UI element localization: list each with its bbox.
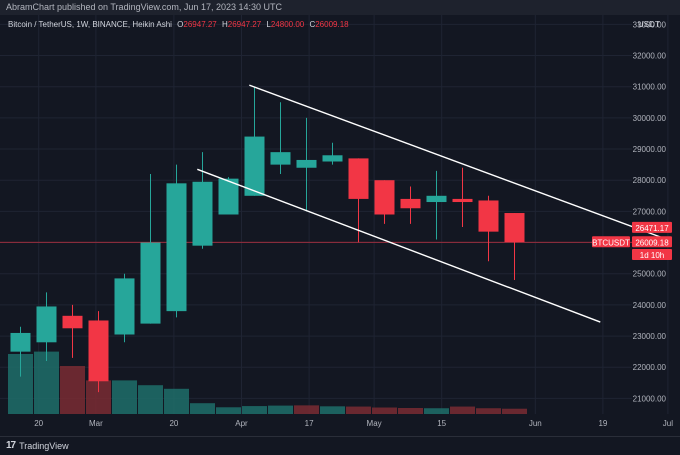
volume-bar [164,388,189,414]
y-tick-label: 29000.00 [633,145,667,154]
volume-bar [294,405,319,414]
y-tick-label: 27000.00 [633,207,667,216]
volume-bar [424,408,449,414]
x-tick-label: Apr [235,419,248,428]
x-tick-label: 20 [34,419,43,428]
publisher-text: AbramChart published on TradingView.com,… [6,2,282,12]
volume-bar [320,406,345,414]
candle-body[interactable] [322,155,343,162]
low-value: 24800.00 [270,20,305,29]
volume-bar [60,366,85,414]
price-tag-label: 26009.18 [635,238,669,247]
candle-body[interactable] [452,198,473,203]
volume-bar [346,406,371,414]
y-tick-label: 33000.00 [633,20,667,29]
price-tag [632,236,672,248]
price-tag [632,221,672,233]
trend-channel-line[interactable] [197,168,601,323]
volume-bar [502,408,527,414]
candle-body[interactable] [166,183,187,312]
high-value: 26947.27 [227,20,262,29]
candle-body[interactable] [192,181,213,246]
candle-body[interactable] [348,158,369,199]
close-label: C [309,20,316,29]
bottom-bar [0,436,680,455]
volume-bar [450,406,475,414]
publisher-bar: AbramChart published on TradingView.com,… [0,0,680,15]
volume-bar [398,408,423,414]
volume-bar [216,407,241,414]
x-tick-label: 15 [437,419,446,428]
x-tick-label: 20 [169,419,178,428]
candle-body[interactable] [270,152,291,165]
volume-bar [138,385,163,414]
x-tick-label: 19 [598,419,607,428]
open-value: 26947.27 [183,20,217,29]
y-tick-label: 28000.00 [633,176,667,185]
candle-body[interactable] [10,332,31,352]
tradingview-text: TradingView [19,440,69,451]
x-tick-label: 17 [305,419,314,428]
x-tick-label: Jun [529,419,542,428]
candle-body[interactable] [400,198,421,209]
trend-channel-line[interactable] [249,84,663,239]
x-tick-label: May [367,419,382,428]
candle-body[interactable] [218,178,239,215]
volume-bar [34,351,59,414]
low-label: L [266,20,271,29]
volume-bar [372,407,397,414]
volume-bar [476,408,501,414]
price-tag-label: 26471.17 [635,224,669,233]
candle-body[interactable] [140,242,161,324]
price-tag-label: 1d 10h [640,251,664,260]
candle-body[interactable] [426,195,447,203]
price-axis-area[interactable] [632,15,680,414]
y-tick-label: 32000.00 [633,52,667,61]
candle-body[interactable] [36,306,57,343]
currency-label: USDT [638,20,660,29]
y-tick-label: 31000.00 [633,83,667,92]
y-tick-label: 23000.00 [633,332,667,341]
volume-bar [190,403,215,414]
y-tick-label: 30000.00 [633,114,667,123]
tradingview-brand: 17 TradingView [6,440,69,451]
x-tick-label: Jul [663,419,673,428]
y-tick-label: 24000.00 [633,301,667,310]
y-tick-label: 21000.00 [633,394,667,403]
candle-body[interactable] [62,315,83,329]
tradingview-logo-icon: 17 [6,440,16,451]
symbol-legend: Bitcoin / TetherUS, 1W, BINANCE, Heikin … [8,20,349,29]
candle-body[interactable] [244,136,265,196]
symbol-title: Bitcoin / TetherUS, 1W, BINANCE, Heikin … [8,20,172,29]
price-tag [632,249,672,261]
price-tag-label: BTCUSDT [592,238,630,247]
candle-body[interactable] [478,200,499,232]
candle-body[interactable] [88,320,109,382]
high-label: H [222,20,228,29]
y-tick-label: 22000.00 [633,363,667,372]
open-label: O [177,20,184,29]
volume-bar [268,405,293,414]
x-tick-label: Mar [89,419,103,428]
volume-bar [112,380,137,414]
candle-body[interactable] [114,278,135,335]
candle-body[interactable] [504,213,525,243]
y-tick-label: 25000.00 [633,270,667,279]
candle-body[interactable] [374,180,395,215]
volume-bar [242,406,267,414]
close-value: 26009.18 [315,20,349,29]
price-tag [592,236,630,248]
candle-body[interactable] [296,159,317,168]
